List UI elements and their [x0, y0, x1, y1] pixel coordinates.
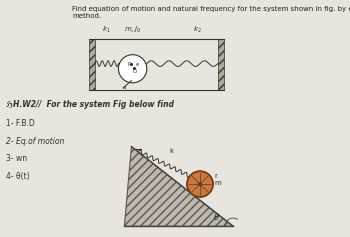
Circle shape — [118, 55, 147, 83]
Polygon shape — [124, 147, 233, 226]
Text: a: a — [122, 85, 126, 90]
Circle shape — [187, 171, 213, 197]
Bar — [218, 39, 224, 90]
Text: $m, J_0$: $m, J_0$ — [124, 25, 141, 35]
Text: R: R — [128, 62, 132, 67]
Text: $k_2$: $k_2$ — [193, 25, 202, 35]
Text: ℌH.W2//  For the system Fig below find: ℌH.W2// For the system Fig below find — [6, 100, 174, 109]
Text: 2- Eq.of motion: 2- Eq.of motion — [6, 137, 64, 146]
Text: r: r — [214, 173, 217, 179]
Text: 1- F.B.D: 1- F.B.D — [6, 118, 35, 128]
Text: $\theta$: $\theta$ — [213, 211, 220, 222]
Bar — [89, 39, 95, 90]
Text: 4- θ(t): 4- θ(t) — [6, 172, 30, 181]
Text: O: O — [132, 69, 137, 74]
Text: $k_1$: $k_1$ — [102, 25, 111, 35]
Text: 3- wn: 3- wn — [6, 154, 27, 163]
Text: e: e — [136, 62, 140, 67]
Circle shape — [198, 182, 202, 186]
Text: m: m — [214, 180, 221, 186]
Text: Find equation of motion and natural frequency for the system shown in fig. by en: Find equation of motion and natural freq… — [72, 6, 350, 19]
Text: k: k — [169, 149, 173, 155]
